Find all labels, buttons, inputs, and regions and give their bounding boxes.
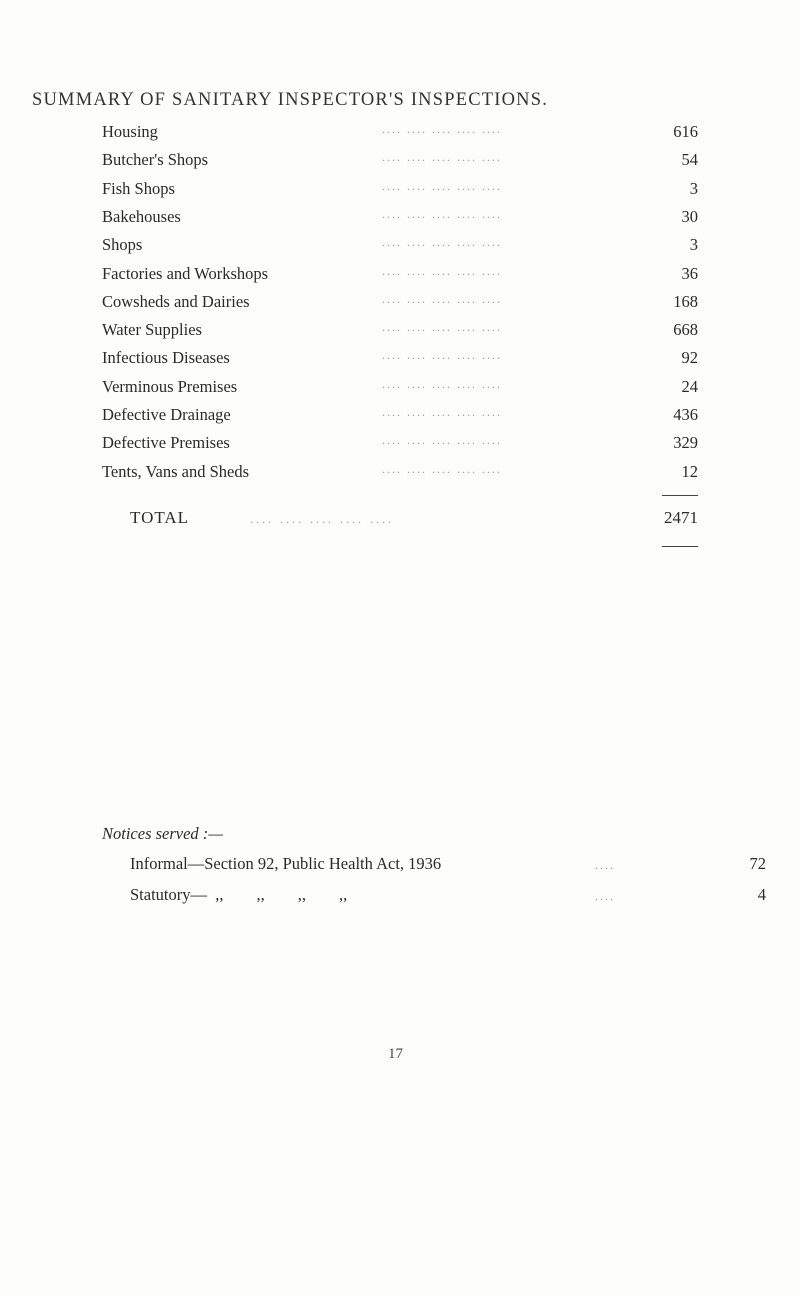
leader-dots: .... .... .... .... .... (250, 512, 394, 526)
table-row: Bakehouses .... .... .... .... .... 30 (102, 207, 698, 231)
row-label: Shops (102, 235, 143, 255)
table-row: Defective Premises .... .... .... .... .… (102, 433, 698, 457)
row-label: Water Supplies (102, 320, 202, 340)
row-label: Bakehouses (102, 206, 181, 226)
leader-dots: .... .... .... .... .... (382, 461, 502, 476)
table-row: Fish Shops .... .... .... .... .... 3 (102, 179, 698, 203)
notice-value: 72 (749, 854, 767, 873)
row-label: Cowsheds and Dairies (102, 291, 250, 311)
leader-dots: .... .... .... .... .... (382, 348, 502, 363)
table-row: Butcher's Shops .... .... .... .... ....… (102, 150, 698, 174)
row-value: 329 (673, 433, 698, 453)
row-value: 168 (673, 291, 698, 311)
row-value: 92 (681, 348, 699, 368)
leader-dots: .... .... .... .... .... (382, 433, 502, 448)
row-label: Infectious Diseases (102, 348, 230, 368)
table-row: Shops .... .... .... .... .... 3 (102, 235, 698, 259)
row-value: 616 (673, 122, 698, 141)
leader-dots: .... (595, 858, 615, 872)
table-row: Water Supplies .... .... .... .... .... … (102, 320, 698, 344)
row-label: Tents, Vans and Sheds (102, 461, 250, 481)
row-label: Factories and Workshops (102, 263, 269, 283)
row-value: 3 (689, 178, 698, 198)
notices-heading: Notices served :— (102, 824, 223, 843)
row-label: Verminous Premises (102, 376, 238, 396)
leader-dots: .... .... .... .... .... (382, 235, 502, 250)
leader-dots: .... .... .... .... .... (382, 178, 502, 193)
row-value: 436 (673, 405, 698, 424)
leader-dots: .... (595, 889, 615, 903)
leader-dots: .... .... .... .... .... (382, 206, 502, 221)
table-row: Verminous Premises .... .... .... .... .… (102, 377, 698, 401)
total-rule-bottom (662, 546, 698, 547)
row-value: 36 (681, 263, 699, 283)
row-value: 24 (681, 376, 699, 396)
table-row: Housing .... .... .... .... .... 616 (102, 122, 698, 146)
table-row: Cowsheds and Dairies .... .... .... ....… (102, 292, 698, 316)
row-label: Defective Drainage (102, 405, 231, 424)
row-value: 30 (681, 206, 699, 226)
row-label: Housing (102, 122, 158, 141)
total-label: TOTAL (130, 508, 190, 527)
leader-dots: .... .... .... .... .... (382, 405, 502, 419)
row-label: Butcher's Shops (102, 150, 209, 170)
page-number: 17 (388, 1046, 403, 1062)
leader-dots: .... .... .... .... .... (382, 291, 502, 306)
leader-dots: .... .... .... .... .... (382, 320, 502, 335)
row-value: 3 (689, 235, 698, 255)
page-title: SUMMARY OF SANITARY INSPECTOR'S INSPECTI… (32, 90, 549, 110)
table-row: Infectious Diseases .... .... .... .... … (102, 348, 698, 372)
row-label: Fish Shops (102, 178, 175, 198)
leader-dots: .... .... .... .... .... (382, 122, 502, 136)
row-label: Defective Premises (102, 433, 230, 453)
notice-label: Statutory— ,, ,, ,, ,, (130, 885, 348, 904)
leader-dots: .... .... .... .... .... (382, 150, 502, 165)
leader-dots: .... .... .... .... .... (382, 263, 502, 278)
row-value: 668 (673, 320, 698, 340)
table-row: Tents, Vans and Sheds .... .... .... ...… (102, 462, 698, 486)
total-rule-top (662, 495, 698, 496)
leader-dots: .... .... .... .... .... (382, 376, 502, 391)
table-row: Factories and Workshops .... .... .... .… (102, 264, 698, 288)
row-value: 54 (681, 150, 699, 170)
table-row: Defective Drainage .... .... .... .... .… (102, 405, 698, 429)
notice-label: Informal—Section 92, Public Health Act, … (130, 854, 442, 873)
total-value: 2471 (664, 508, 698, 527)
notice-value: 4 (757, 885, 766, 904)
row-value: 12 (681, 461, 699, 481)
